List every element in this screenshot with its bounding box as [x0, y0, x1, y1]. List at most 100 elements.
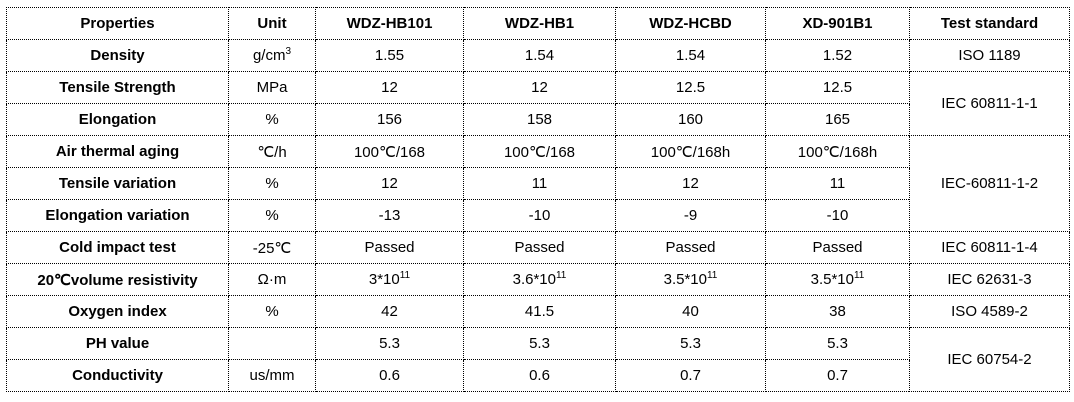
- value-cell: 0.7: [615, 359, 766, 392]
- row-density: Density g/cm3 1.55 1.54 1.54 1.52 ISO 11…: [6, 39, 1070, 72]
- col-header-xd-901b1: XD-901B1: [765, 7, 910, 40]
- value-cell: Passed: [615, 231, 766, 264]
- property-cell: Tensile Strength: [6, 71, 229, 104]
- standard-cell: ISO 1189: [909, 39, 1070, 72]
- property-cell: PH value: [6, 327, 229, 360]
- value-cell: 156: [315, 103, 464, 136]
- value-cell: 5.3: [615, 327, 766, 360]
- unit-cell: -25℃: [228, 231, 316, 264]
- row-elongation: Elongation % 156 158 160 165: [6, 103, 1070, 136]
- value-cell: 12.5: [765, 71, 910, 104]
- value-base: 3.5*10: [810, 271, 854, 288]
- standard-cell: IEC 62631-3: [909, 263, 1070, 296]
- row-elongation-variation: Elongation variation % -13 -10 -9 -10: [6, 199, 1070, 232]
- col-header-wdz-hb1: WDZ-HB1: [463, 7, 616, 40]
- value-cell: 0.7: [765, 359, 910, 392]
- property-cell: Oxygen index: [6, 295, 229, 328]
- col-header-test-standard: Test standard: [909, 7, 1070, 40]
- unit-cell: [228, 327, 316, 360]
- property-cell: Tensile variation: [6, 167, 229, 200]
- value-base: 3.5*10: [663, 271, 707, 288]
- value-cell: 1.55: [315, 39, 464, 72]
- property-cell: 20℃volume resistivity: [6, 263, 229, 296]
- value-cell: 5.3: [315, 327, 464, 360]
- unit-cell: Ω·m: [228, 263, 316, 296]
- unit-cell: %: [228, 167, 316, 200]
- value-sup: 11: [853, 270, 865, 281]
- value-cell: Passed: [765, 231, 910, 264]
- unit-base: g/cm: [252, 47, 286, 64]
- value-cell: 12: [315, 71, 464, 104]
- value-cell: 158: [463, 103, 616, 136]
- value-sup: 11: [555, 270, 567, 281]
- value-cell: 1.54: [615, 39, 766, 72]
- value-cell: Passed: [315, 231, 464, 264]
- unit-cell: us/mm: [228, 359, 316, 392]
- col-header-wdz-hb101: WDZ-HB101: [315, 7, 464, 40]
- property-cell: Elongation variation: [6, 199, 229, 232]
- property-cell: Conductivity: [6, 359, 229, 392]
- value-cell: 0.6: [315, 359, 464, 392]
- property-cell: Cold impact test: [6, 231, 229, 264]
- value-cell: 100℃/168h: [765, 135, 910, 168]
- value-cell: 41.5: [463, 295, 616, 328]
- value-cell: 3.6*1011: [463, 263, 616, 296]
- col-header-wdz-hcbd: WDZ-HCBD: [615, 7, 766, 40]
- value-cell: 160: [615, 103, 766, 136]
- row-ph-value: PH value 5.3 5.3 5.3 5.3 IEC 60754-2: [6, 327, 1070, 392]
- value-cell: 100℃/168h: [615, 135, 766, 168]
- value-cell: 3.5*1011: [615, 263, 766, 296]
- col-header-properties: Properties: [6, 7, 229, 40]
- col-header-unit: Unit: [228, 7, 316, 40]
- value-base: 3*10: [368, 271, 400, 288]
- standard-cell: IEC-60811-1-2: [909, 135, 1070, 232]
- standard-cell: IEC 60811-1-4: [909, 231, 1070, 264]
- value-cell: 5.3: [765, 327, 910, 360]
- value-sup: 11: [399, 270, 411, 281]
- row-tensile-strength: Tensile Strength MPa 12 12 12.5 12.5 IEC…: [6, 71, 1070, 136]
- row-cold-impact-test: Cold impact test -25℃ Passed Passed Pass…: [6, 231, 1070, 264]
- value-cell: 12: [463, 71, 616, 104]
- value-cell: 42: [315, 295, 464, 328]
- standard-cell: IEC 60811-1-1: [909, 71, 1070, 136]
- value-cell: 12.5: [615, 71, 766, 104]
- value-sup: 11: [706, 270, 718, 281]
- row-oxygen-index: Oxygen index % 42 41.5 40 38 ISO 4589-2: [6, 295, 1070, 328]
- unit-cell: %: [228, 103, 316, 136]
- value-cell: 3.5*1011: [765, 263, 910, 296]
- value-cell: -10: [463, 199, 616, 232]
- value-cell: 0.6: [463, 359, 616, 392]
- value-cell: -13: [315, 199, 464, 232]
- value-cell: 12: [615, 167, 766, 200]
- value-cell: -9: [615, 199, 766, 232]
- unit-cell: %: [228, 199, 316, 232]
- value-cell: -10: [765, 199, 910, 232]
- standard-cell: IEC 60754-2: [909, 327, 1070, 392]
- value-cell: 12: [315, 167, 464, 200]
- value-cell: 11: [765, 167, 910, 200]
- property-cell: Elongation: [6, 103, 229, 136]
- spec-table: Properties Unit WDZ-HB101 WDZ-HB1 WDZ-HC…: [6, 7, 1070, 392]
- unit-cell: g/cm3: [228, 39, 316, 72]
- unit-cell: ℃/h: [228, 135, 316, 168]
- value-cell: 100℃/168: [463, 135, 616, 168]
- property-cell: Air thermal aging: [6, 135, 229, 168]
- row-volume-resistivity: 20℃volume resistivity Ω·m 3*1011 3.6*101…: [6, 263, 1070, 296]
- value-cell: 1.54: [463, 39, 616, 72]
- value-cell: 165: [765, 103, 910, 136]
- unit-cell: %: [228, 295, 316, 328]
- property-cell: Density: [6, 39, 229, 72]
- value-cell: 3*1011: [315, 263, 464, 296]
- value-cell: 40: [615, 295, 766, 328]
- unit-cell: MPa: [228, 71, 316, 104]
- unit-sup: 3: [285, 46, 292, 57]
- value-base: 3.6*10: [512, 271, 556, 288]
- value-cell: 100℃/168: [315, 135, 464, 168]
- header-row: Properties Unit WDZ-HB101 WDZ-HB1 WDZ-HC…: [6, 7, 1070, 40]
- value-cell: 38: [765, 295, 910, 328]
- row-air-thermal-aging: Air thermal aging ℃/h 100℃/168 100℃/168 …: [6, 135, 1070, 232]
- row-conductivity: Conductivity us/mm 0.6 0.6 0.7 0.7: [6, 359, 1070, 392]
- value-cell: 11: [463, 167, 616, 200]
- value-cell: 5.3: [463, 327, 616, 360]
